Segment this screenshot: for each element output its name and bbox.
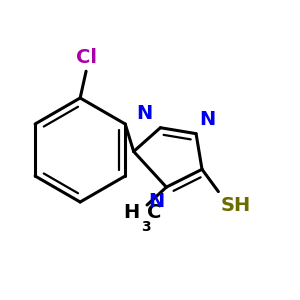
Text: 3: 3 [141,220,151,234]
Text: SH: SH [221,196,251,215]
Text: N: N [199,110,215,129]
Text: N: N [137,104,153,123]
Text: N: N [148,192,165,211]
Text: C: C [147,203,161,222]
Text: H: H [123,203,140,222]
Text: Cl: Cl [76,48,97,67]
